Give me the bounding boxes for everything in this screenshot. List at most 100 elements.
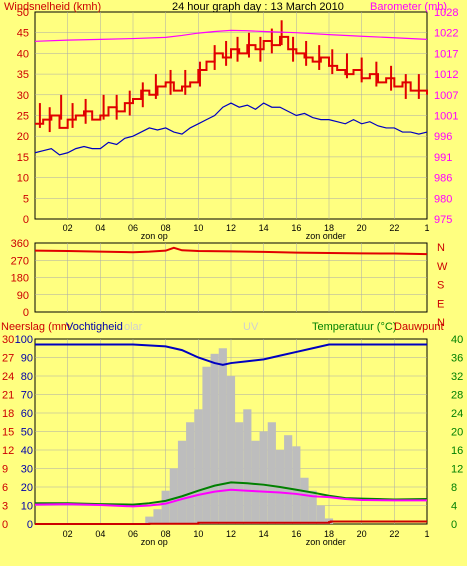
sun-annotation: zon op xyxy=(141,537,168,547)
baro-right-axis: 975 980 986 991 996 1001 1007 1012 1017 1022 1028 xyxy=(434,7,458,226)
wind-tick-label: 20 xyxy=(17,131,29,143)
wind-panel-series xyxy=(34,20,428,156)
solar-bar xyxy=(218,348,227,524)
rain-tick-label: 9 xyxy=(2,464,8,476)
dir-tick-label: 0 xyxy=(23,307,29,319)
wind-tick-label: 10 xyxy=(17,173,29,185)
temp-x-tick-label: 08 xyxy=(161,529,171,539)
dir-tick-label: 180 xyxy=(11,273,29,285)
wind-tick-label: 30 xyxy=(17,90,29,102)
wind-x-tick-label: 08 xyxy=(161,223,171,233)
solar-bar xyxy=(292,446,301,524)
solar-bar xyxy=(161,490,170,524)
solar-bar xyxy=(177,440,187,524)
solar-bar xyxy=(169,468,178,524)
temp-x-tick-label: 02 xyxy=(63,529,73,539)
rain-tick-label: 27 xyxy=(2,353,14,365)
wind-x-tick-label: 22 xyxy=(389,223,399,233)
wind-x-tick-label: 04 xyxy=(95,223,105,233)
solar-bar xyxy=(267,422,276,524)
series-windgemiddelde xyxy=(34,102,428,156)
rain-tick-label: 12 xyxy=(2,445,14,457)
solar-bar xyxy=(226,376,236,524)
compass-label: S xyxy=(437,280,444,292)
temp-panel-series xyxy=(34,343,428,525)
rain-tick-label: 30 xyxy=(2,334,14,346)
temp-x-tick-label: 12 xyxy=(226,529,236,539)
baro-tick-label: 1007 xyxy=(434,90,458,102)
wind-x-tick-label: 12 xyxy=(226,223,236,233)
solar-bar xyxy=(153,509,162,524)
wind-tick-label: 5 xyxy=(23,193,29,205)
baro-tick-label: 1012 xyxy=(434,69,458,81)
temp-tick-label: 32 xyxy=(451,371,463,383)
temp-x-tick-label: 14 xyxy=(259,529,269,539)
wind-tick-label: 35 xyxy=(17,69,29,81)
temp-x-tick-label: 1 xyxy=(424,529,429,539)
temp-x-tick-label: 16 xyxy=(291,529,301,539)
temp-x-tick-label: 10 xyxy=(193,529,203,539)
baro-tick-label: 980 xyxy=(434,193,452,205)
solar-bar xyxy=(202,366,211,524)
wind-tick-label: 40 xyxy=(17,48,29,60)
humidity-tick-label: 40 xyxy=(21,445,33,457)
chart-title: 24 hour graph day : 13 March 2010 xyxy=(172,1,344,13)
solar-bar xyxy=(235,422,244,524)
temp-tick-label: 20 xyxy=(451,427,463,439)
baro-tick-label: 991 xyxy=(434,152,452,164)
wind-x-tick-label: 18 xyxy=(324,223,334,233)
rain-tick-label: 18 xyxy=(2,408,14,420)
solar-bar xyxy=(284,435,293,524)
wind-x-tick-label: 1 xyxy=(424,223,429,233)
solar-bar xyxy=(186,422,195,524)
humidity-axis-label: Vochtigheid xyxy=(66,321,123,333)
rain-tick-label: 21 xyxy=(2,390,14,402)
humidity-tick-label: 90 xyxy=(21,353,33,365)
direction-panel-grid xyxy=(35,243,427,312)
direction-panel-series xyxy=(34,246,428,256)
temp-x-tick-label: 06 xyxy=(128,529,138,539)
temp-x-tick-label: 18 xyxy=(324,529,334,539)
series-neerslag xyxy=(35,520,427,525)
wind-axis-label: Windsnelheid (kmh) xyxy=(4,1,101,13)
temp-x-tick-label: 04 xyxy=(95,529,105,539)
dir-tick-label: 360 xyxy=(11,238,29,250)
solar-bar xyxy=(210,353,219,524)
series-barometer xyxy=(34,29,428,42)
sun-annotation: zon onder xyxy=(306,537,346,547)
wind-left-axis: 0 5 10 15 20 25 30 35 40 45 50 xyxy=(17,7,29,226)
wind-x-tick-label: 16 xyxy=(291,223,301,233)
dir-tick-label: 270 xyxy=(11,255,29,267)
rain-tick-label: 3 xyxy=(2,501,8,513)
compass-label: N xyxy=(437,242,445,254)
rain-tick-label: 6 xyxy=(2,482,8,494)
baro-tick-label: 1001 xyxy=(434,111,458,123)
temp-tick-label: 0 xyxy=(451,519,457,531)
series-windrichting xyxy=(34,246,428,256)
solar-bar xyxy=(194,409,203,524)
solar-bar xyxy=(259,431,268,524)
humidity-tick-label: 0 xyxy=(27,519,33,531)
dir-tick-label: 90 xyxy=(17,290,29,302)
wind-x-tick-label: 10 xyxy=(193,223,203,233)
humidity-tick-label: 30 xyxy=(21,464,33,476)
compass-label: E xyxy=(437,298,444,310)
uv-axis-label: UV xyxy=(243,321,259,333)
baro-tick-label: 1017 xyxy=(434,48,458,60)
temp-tick-label: 4 xyxy=(451,501,457,513)
solar-bar xyxy=(251,440,260,524)
solar-bar xyxy=(243,409,252,524)
wind-x-tick-label: 06 xyxy=(128,223,138,233)
compass-label: N xyxy=(437,317,445,329)
sun-annotation: zon op xyxy=(141,231,168,241)
temp-x-axis: 02 04 06 08 10 12 14 16 18 20 22 1 zon op zon onder xyxy=(63,529,430,547)
dewpoint-axis-label: Dauwpunt xyxy=(394,321,444,333)
humidity-tick-label: 60 xyxy=(21,408,33,420)
humidity-tick-label: 80 xyxy=(21,371,33,383)
solar-bar xyxy=(300,477,309,524)
temp-tick-label: 16 xyxy=(451,445,463,457)
temp-tick-label: 28 xyxy=(451,390,463,402)
